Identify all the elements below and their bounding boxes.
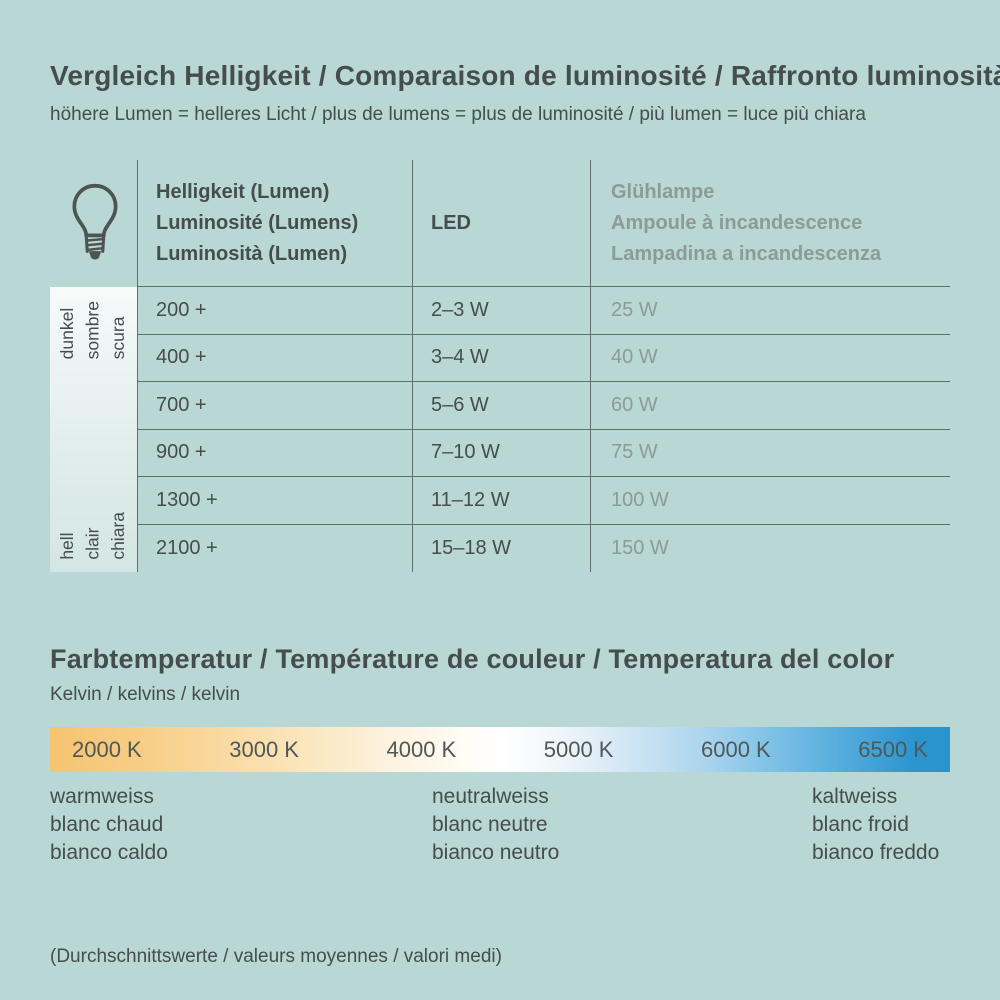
table-row: 700 + 5–6 W 60 W: [50, 382, 950, 430]
incandescent-watt-value: 150 W: [590, 524, 950, 572]
brightness-section-title: Vergleich Helligkeit / Comparaison de lu…: [50, 60, 1000, 91]
cold-white-label: kaltweiss blanc froid bianco freddo: [812, 783, 940, 867]
warm-white-de: warmweiss: [50, 785, 154, 808]
lumen-value: 900 +: [137, 429, 412, 476]
kelvin-tick: 2000 K: [72, 736, 142, 762]
led-watt-value: 7–10 W: [412, 429, 590, 476]
kelvin-gradient-bar: 2000 K 3000 K 4000 K 5000 K 6000 K 6500 …: [50, 727, 950, 772]
brightness-scale-strip: dunkel sombre scura hell clair chiara: [50, 287, 137, 572]
header-lumen-de: Helligkeit (Lumen): [156, 180, 330, 203]
lumen-value: 700 +: [137, 382, 412, 429]
led-watt-value: 2–3 W: [412, 287, 590, 334]
header-lumen: Helligkeit (Lumen) Luminosité (Lumens) L…: [137, 160, 412, 286]
table-row: 1300 + 11–12 W 100 W: [50, 477, 950, 525]
incandescent-watt-value: 100 W: [590, 477, 950, 524]
header-led: LED: [412, 160, 590, 286]
header-incandescent-de: Glühlampe: [611, 180, 715, 203]
average-values-note: (Durchschnittswerte / valeurs moyennes /…: [50, 946, 502, 967]
table-header-row: Helligkeit (Lumen) Luminosité (Lumens) L…: [50, 160, 950, 287]
lumen-value: 400 +: [137, 334, 412, 381]
warm-white-label: warmweiss blanc chaud bianco caldo: [50, 783, 432, 867]
incandescent-watt-value: 40 W: [590, 334, 950, 381]
header-incandescent-fr: Ampoule à incandescence: [611, 211, 863, 234]
header-incandescent: Glühlampe Ampoule à incandescence Lampad…: [590, 160, 950, 286]
led-watt-value: 11–12 W: [412, 477, 590, 524]
neutral-white-label: neutralweiss blanc neutre bianco neutro: [432, 783, 812, 867]
incandescent-watt-value: 25 W: [590, 287, 950, 334]
brightness-section-subtitle: höhere Lumen = helleres Licht / plus de …: [50, 104, 866, 125]
incandescent-watt-value: 75 W: [590, 429, 950, 476]
kelvin-tick: 6000 K: [701, 736, 771, 762]
row-strip-spacer: [50, 382, 137, 430]
header-lumen-it: Luminosità (Lumen): [156, 242, 348, 265]
kelvin-tick: 5000 K: [543, 736, 614, 762]
table-row: 400 + 3–4 W 40 W: [50, 334, 950, 383]
table-row: 200 + 2–3 W 25 W: [50, 287, 950, 335]
light-bulb-icon: [72, 183, 118, 260]
warm-white-it: bianco caldo: [50, 841, 168, 864]
table-row: 900 + 7–10 W 75 W: [50, 429, 950, 478]
row-strip-spacer: [50, 287, 137, 335]
temperature-section-subtitle: Kelvin / kelvins / kelvin: [50, 684, 241, 705]
lumen-value: 1300 +: [137, 477, 412, 524]
lumen-comparison-table: dunkel sombre scura hell clair chiara He…: [50, 160, 950, 572]
kelvin-tick: 4000 K: [386, 736, 457, 762]
row-strip-spacer: [50, 430, 137, 478]
incandescent-watt-value: 60 W: [590, 382, 950, 429]
led-watt-value: 3–4 W: [412, 334, 590, 381]
kelvin-tick: 3000 K: [229, 736, 299, 762]
table-row: 2100 + 15–18 W 150 W: [50, 524, 950, 573]
neutral-white-it: bianco neutro: [432, 841, 560, 864]
neutral-white-de: neutralweiss: [432, 785, 549, 808]
kelvin-tick: 6500 K: [858, 736, 928, 762]
lumen-value: 200 +: [137, 287, 412, 334]
row-strip-spacer: [50, 477, 137, 525]
led-watt-value: 5–6 W: [412, 382, 590, 429]
row-strip-spacer: [50, 525, 137, 573]
header-led-label: LED: [431, 211, 471, 234]
temperature-section-title: Farbtemperatur / Température de couleur …: [50, 644, 895, 674]
row-strip-spacer: [50, 335, 137, 383]
header-icon-spacer: [50, 160, 137, 287]
cold-white-it: bianco freddo: [812, 841, 940, 864]
header-lumen-fr: Luminosité (Lumens): [156, 211, 359, 234]
cold-white-de: kaltweiss: [812, 785, 898, 808]
led-watt-value: 15–18 W: [412, 524, 590, 572]
warm-white-fr: blanc chaud: [50, 813, 164, 836]
neutral-white-fr: blanc neutre: [432, 813, 548, 836]
white-tone-labels: warmweiss blanc chaud bianco caldo neutr…: [50, 783, 940, 867]
lumen-value: 2100 +: [137, 524, 412, 572]
cold-white-fr: blanc froid: [812, 813, 909, 836]
header-incandescent-it: Lampadina a incandescenza: [611, 242, 882, 265]
